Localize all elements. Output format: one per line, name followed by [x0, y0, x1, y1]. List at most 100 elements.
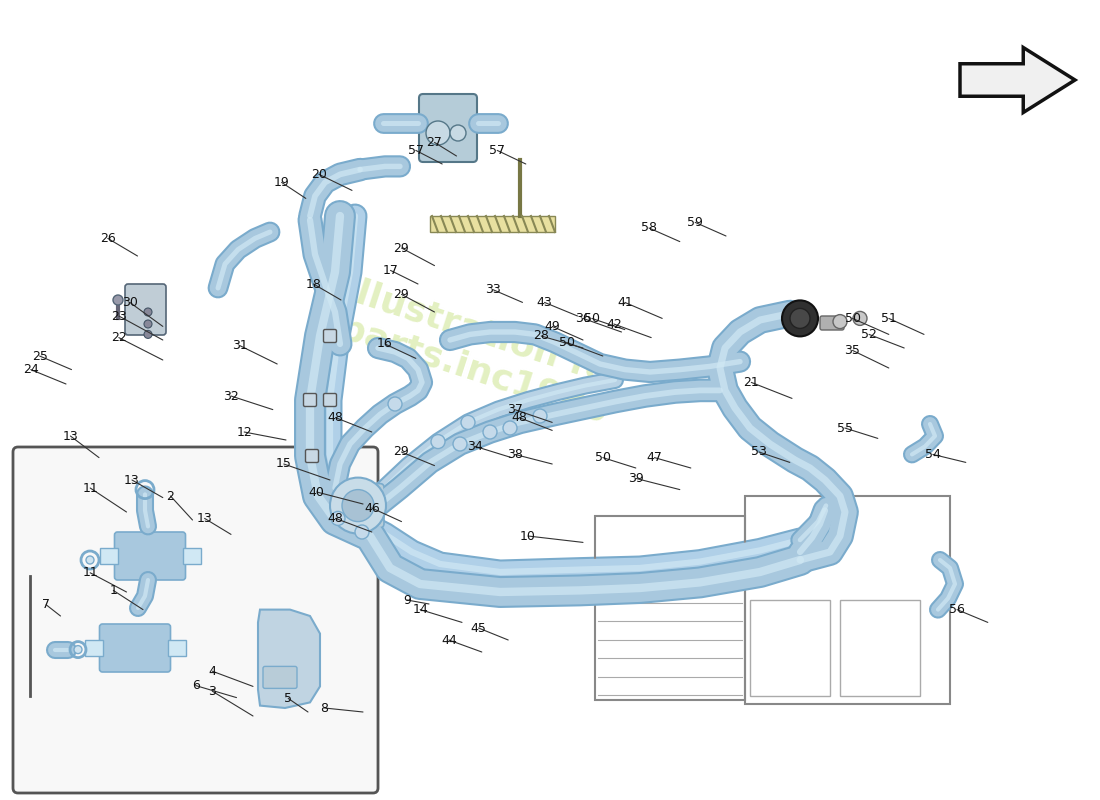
Circle shape	[330, 478, 386, 534]
Circle shape	[782, 301, 818, 336]
Bar	[85, 640, 102, 656]
FancyBboxPatch shape	[419, 94, 477, 162]
Text: 38: 38	[507, 448, 522, 461]
Text: 15: 15	[276, 458, 292, 470]
Text: 29: 29	[394, 242, 409, 254]
Circle shape	[483, 425, 497, 439]
FancyBboxPatch shape	[323, 330, 337, 342]
FancyBboxPatch shape	[263, 666, 297, 688]
Text: 17: 17	[383, 264, 398, 277]
Polygon shape	[258, 610, 320, 708]
Text: 30: 30	[122, 296, 138, 309]
Text: 24: 24	[23, 363, 38, 376]
Text: 19: 19	[274, 176, 289, 189]
Text: illustration for
parts.inc1980: illustration for parts.inc1980	[328, 271, 631, 433]
Circle shape	[74, 646, 82, 654]
Circle shape	[355, 525, 368, 539]
Text: 56: 56	[949, 603, 965, 616]
FancyBboxPatch shape	[332, 483, 384, 528]
Text: 40: 40	[309, 486, 324, 498]
Text: 5: 5	[284, 692, 293, 705]
Text: 3: 3	[208, 685, 217, 698]
Circle shape	[852, 311, 867, 326]
Circle shape	[426, 121, 450, 145]
FancyBboxPatch shape	[304, 394, 317, 406]
Text: 12: 12	[236, 426, 252, 438]
Circle shape	[342, 490, 374, 522]
Text: 33: 33	[485, 283, 501, 296]
Circle shape	[503, 421, 517, 435]
Text: 50: 50	[845, 312, 860, 325]
Text: 49: 49	[544, 320, 560, 333]
Text: 55: 55	[837, 422, 852, 434]
Text: 10: 10	[520, 530, 536, 542]
FancyBboxPatch shape	[13, 447, 378, 793]
Text: 43: 43	[537, 296, 552, 309]
Text: 52: 52	[861, 328, 877, 341]
Text: 2: 2	[166, 490, 175, 502]
Text: 23: 23	[111, 310, 126, 322]
Text: 25: 25	[32, 350, 47, 362]
Text: 14: 14	[412, 603, 428, 616]
Text: 13: 13	[197, 512, 212, 525]
Bar	[840, 600, 920, 696]
Text: 13: 13	[124, 474, 140, 486]
Text: 45: 45	[471, 622, 486, 634]
Bar	[183, 548, 200, 564]
Text: 42: 42	[606, 318, 621, 330]
Text: 34: 34	[468, 440, 483, 453]
Text: 48: 48	[328, 411, 343, 424]
Text: 35: 35	[845, 344, 860, 357]
Bar	[99, 548, 118, 564]
Circle shape	[461, 415, 475, 430]
Text: 20: 20	[311, 168, 327, 181]
Circle shape	[144, 320, 152, 328]
Text: 32: 32	[223, 390, 239, 402]
Text: 21: 21	[744, 376, 759, 389]
Text: 1: 1	[109, 584, 118, 597]
Circle shape	[144, 330, 152, 338]
FancyBboxPatch shape	[125, 284, 166, 335]
FancyBboxPatch shape	[114, 532, 186, 580]
Circle shape	[388, 397, 401, 411]
Circle shape	[534, 409, 547, 423]
Text: 50: 50	[584, 312, 600, 325]
Text: 16: 16	[377, 338, 393, 350]
Text: 57: 57	[408, 144, 424, 157]
Text: 39: 39	[628, 472, 643, 485]
Circle shape	[453, 437, 468, 451]
Text: 29: 29	[394, 288, 409, 301]
FancyBboxPatch shape	[99, 624, 170, 672]
Circle shape	[833, 314, 847, 329]
Text: 11: 11	[82, 482, 98, 494]
Circle shape	[431, 434, 446, 449]
Polygon shape	[430, 216, 556, 232]
Text: 13: 13	[63, 430, 78, 442]
Polygon shape	[960, 47, 1075, 113]
FancyBboxPatch shape	[306, 450, 319, 462]
FancyBboxPatch shape	[323, 394, 337, 406]
Text: 37: 37	[507, 403, 522, 416]
Bar	[167, 640, 186, 656]
Circle shape	[113, 295, 123, 305]
Text: 7: 7	[42, 598, 51, 611]
Circle shape	[86, 556, 94, 564]
Text: 50: 50	[595, 451, 610, 464]
Bar	[750, 600, 830, 696]
Circle shape	[450, 125, 466, 141]
Text: 26: 26	[100, 232, 116, 245]
Text: 46: 46	[364, 502, 380, 514]
Text: 18: 18	[306, 278, 321, 290]
Text: 48: 48	[328, 512, 343, 525]
Text: 50: 50	[559, 336, 574, 349]
Text: 44: 44	[441, 634, 456, 646]
Text: 57: 57	[490, 144, 505, 157]
Text: 27: 27	[427, 136, 442, 149]
Text: 31: 31	[232, 339, 248, 352]
Text: 9: 9	[403, 594, 411, 606]
Text: 8: 8	[320, 702, 329, 714]
Circle shape	[331, 511, 345, 526]
Text: 22: 22	[111, 331, 126, 344]
Text: 53: 53	[751, 446, 767, 458]
Text: 41: 41	[617, 296, 632, 309]
